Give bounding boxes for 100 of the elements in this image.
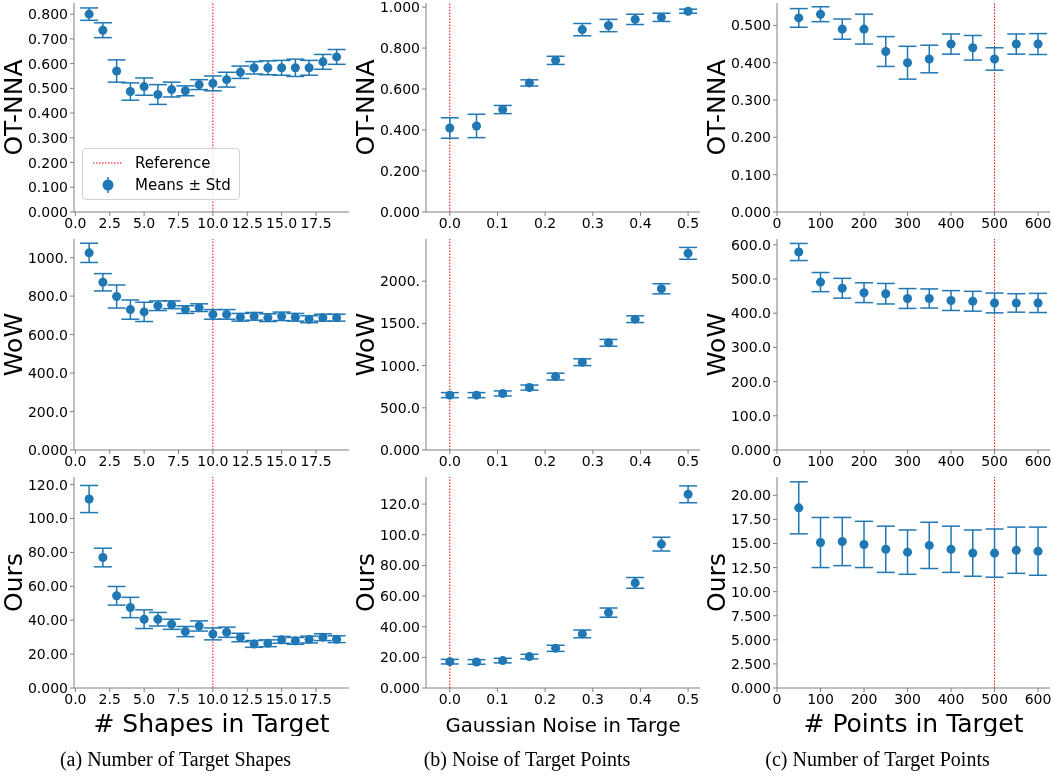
y-tick-label: 0.800 (27, 6, 68, 23)
y-axis-title: WoW (350, 312, 380, 377)
x-tick-label: 2.5 (98, 690, 121, 707)
x-tick-label: 0.1 (486, 690, 509, 707)
text: (c) Number of Target Points (764, 748, 991, 771)
x-tick-label: 0.2 (534, 452, 557, 469)
y-tick-label: 0.000 (730, 203, 771, 220)
x-tick-label: 0 (772, 214, 782, 231)
y-tick-label: 0.800 (379, 40, 420, 57)
x-tick-label: 0.4 (629, 452, 652, 469)
y-tick-label: 17.50 (730, 511, 771, 528)
text: (b) Noise of Target Points (422, 748, 632, 771)
x-tick-label: 600 (1024, 690, 1052, 707)
x-tick-label: 7.5 (167, 690, 190, 707)
x-tick-label: 0.5 (676, 690, 700, 707)
x-tick-label: 0.0 (438, 452, 461, 469)
y-tick-label: 0.200 (379, 162, 420, 179)
y-tick-label: 0.200 (27, 154, 68, 171)
x-tick-label: 200 (850, 690, 878, 707)
y-tick-label: 40.00 (379, 618, 420, 635)
y-tick-label: 300.0 (730, 339, 771, 356)
y-tick-label: 0.400 (379, 122, 420, 139)
x-tick-label: 400 (937, 452, 965, 469)
y-tick-label: 0.100 (730, 166, 771, 183)
y-axis-title: WoW (0, 312, 28, 377)
x-tick-label: 100 (807, 214, 834, 231)
x-tick-label: 200 (850, 452, 878, 469)
x-tick-label: 5.0 (132, 452, 156, 469)
y-tick-label: 400.0 (27, 365, 68, 382)
y-tick-label: 10.00 (730, 583, 771, 600)
y-tick-label: 100.0 (379, 526, 420, 543)
y-axis-title: Ours (350, 553, 380, 612)
y-tick-label: 500.0 (379, 399, 420, 416)
x-tick-label: 400 (937, 690, 965, 707)
y-tick-label: 600.0 (730, 236, 771, 253)
x-tick-label: 7.5 (167, 214, 190, 231)
x-tick-label: 0.4 (629, 214, 652, 231)
x-tick-label: 0 (772, 690, 782, 707)
x-tick-label: 100 (807, 452, 834, 469)
y-tick-label: 0.000 (379, 203, 420, 220)
x-tick-label: 0.3 (581, 452, 604, 469)
x-tick-label: 7.5 (167, 452, 190, 469)
y-tick-label: 20.00 (379, 649, 420, 666)
x-tick-label: 17.5 (300, 690, 332, 707)
x-tick-label: 10.0 (197, 690, 229, 707)
x-axis-title: Gaussian Noise in Targe (445, 714, 681, 737)
y-tick-label: 0.000 (730, 679, 771, 696)
x-tick-label: 10.0 (197, 452, 229, 469)
y-tick-label: 800.0 (27, 288, 68, 305)
x-tick-label: 0.1 (486, 452, 509, 469)
x-tick-label: 0.3 (581, 690, 604, 707)
x-tick-label: 500 (981, 214, 1008, 231)
y-tick-label: 600.0 (27, 326, 68, 343)
y-tick-label: 20.00 (730, 487, 771, 504)
x-tick-label: 12.5 (231, 690, 263, 707)
x-tick-label: 0.3 (581, 214, 604, 231)
x-tick-label: 2.5 (98, 214, 121, 231)
y-tick-label: 5.000 (730, 631, 771, 648)
y-tick-label: 0.000 (379, 679, 420, 696)
y-tick-label: 0.200 (730, 129, 771, 146)
y-tick-label: 80.00 (27, 544, 68, 561)
y-tick-label: 40.00 (27, 612, 68, 629)
x-tick-label: 5.0 (132, 214, 156, 231)
y-tick-label: 60.00 (379, 588, 420, 605)
x-tick-label: 12.5 (231, 452, 263, 469)
x-tick-label: 2.5 (98, 452, 121, 469)
y-tick-label: 200.0 (27, 403, 68, 420)
x-tick-label: 15.0 (266, 690, 298, 707)
y-tick-label: 0.600 (379, 81, 420, 98)
y-tick-label: 1500. (379, 315, 420, 332)
y-tick-label: 400.0 (730, 305, 771, 322)
y-tick-label: 0.300 (730, 92, 771, 109)
y-tick-label: 1000. (379, 357, 420, 374)
y-tick-label: 0.600 (27, 55, 68, 72)
y-axis-title: WoW (701, 312, 731, 377)
legend-label: Means ± Std (135, 176, 231, 194)
y-tick-label: 0.500 (730, 17, 771, 34)
y-tick-label: 1000. (27, 249, 68, 266)
x-tick-label: 0.5 (676, 214, 700, 231)
x-tick-label: 0.2 (534, 690, 557, 707)
y-tick-label: 120.0 (27, 476, 68, 493)
x-tick-label: 400 (937, 214, 965, 231)
y-axis-title: OT-NNA (350, 59, 380, 156)
y-tick-label: 100.0 (27, 510, 68, 527)
y-axis-title: OT-NNA (701, 59, 731, 156)
y-tick-label: 0.000 (730, 441, 771, 458)
x-tick-label: 17.5 (300, 452, 332, 469)
text: (a) Number of Target Shapes (58, 748, 293, 771)
y-axis-title: Ours (0, 553, 28, 612)
y-tick-label: 2.500 (730, 655, 771, 672)
y-tick-label: 500.0 (730, 270, 771, 287)
x-tick-label: 15.0 (266, 452, 298, 469)
y-tick-label: 200.0 (730, 373, 771, 390)
y-tick-label: 0.300 (27, 129, 68, 146)
y-tick-label: 100.0 (730, 407, 771, 424)
x-tick-label: 500 (981, 690, 1008, 707)
y-axis-title: Ours (701, 553, 731, 612)
x-tick-label: 600 (1024, 452, 1052, 469)
x-tick-label: 0.0 (438, 690, 461, 707)
x-tick-label: 300 (894, 452, 921, 469)
